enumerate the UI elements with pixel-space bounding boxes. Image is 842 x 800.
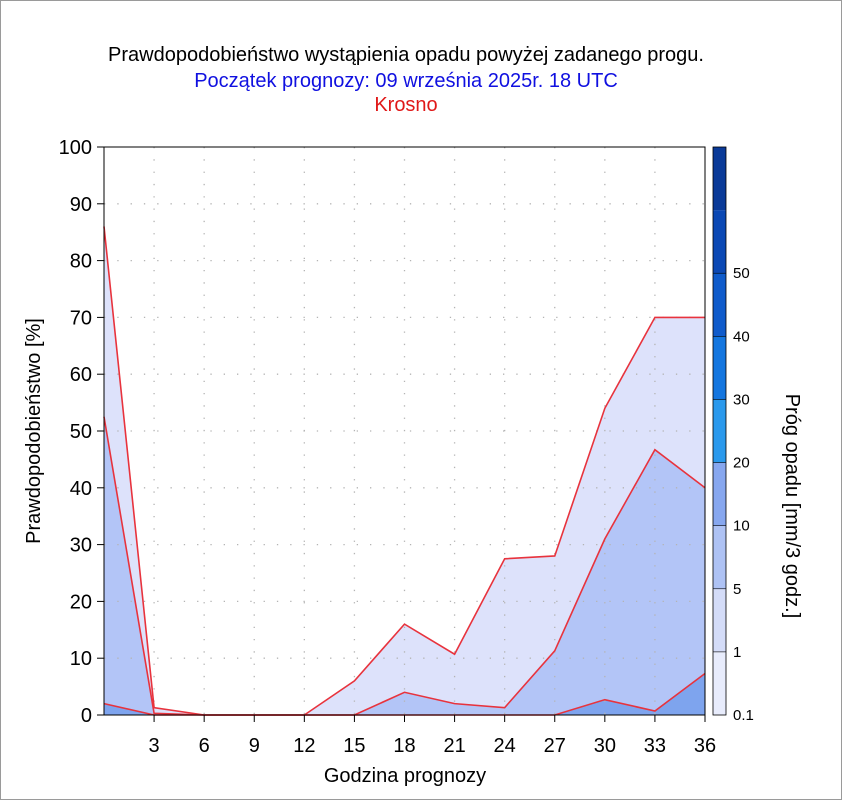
colorbar-tick-label: 1 [733, 644, 741, 661]
colorbar-tick-label: 5 [733, 581, 741, 598]
colorbar-tick-label: 10 [733, 518, 750, 535]
colorbar-tick-label: 20 [733, 455, 750, 472]
y-tick-label: 100 [59, 137, 92, 159]
x-tick-label: 21 [443, 735, 465, 757]
colorbar-segment [713, 462, 726, 526]
colorbar-border [712, 146, 727, 716]
colorbar-segment [713, 399, 726, 463]
x-tick-label: 15 [343, 735, 365, 757]
x-tick-label: 36 [694, 735, 716, 757]
colorbar-segment [713, 525, 726, 589]
y-axis-label: Prawdopodobieństwo [%] [23, 318, 45, 544]
x-tick-label: 18 [393, 735, 415, 757]
chart-title: Prawdopodobieństwo wystąpienia opadu pow… [108, 44, 704, 66]
x-tick-label: 9 [249, 735, 260, 757]
x-tick-label: 24 [494, 735, 516, 757]
colorbar-tick-label: 50 [733, 265, 750, 282]
colorbar-segment [713, 147, 726, 211]
forecast-start-subtitle: Początek prognozy: 09 września 2025r. 18… [194, 70, 618, 92]
y-tick-label: 70 [70, 307, 92, 329]
x-tick-label: 33 [644, 735, 666, 757]
colorbar-tick-label: 30 [733, 391, 750, 408]
x-tick-label: 6 [199, 735, 210, 757]
y-tick-label: 0 [81, 705, 92, 727]
colorbar-segment [713, 651, 726, 715]
y-tick-label: 30 [70, 535, 92, 557]
colorbar-tick-label: 0.1 [733, 707, 754, 724]
y-tick-label: 40 [70, 478, 92, 500]
x-tick-label: 27 [544, 735, 566, 757]
colorbar-segment [713, 336, 726, 400]
y-tick-label: 80 [70, 251, 92, 273]
x-tick-label: 30 [594, 735, 616, 757]
y-tick-label: 10 [70, 648, 92, 670]
y-tick-label: 90 [70, 194, 92, 216]
x-tick-label: 3 [149, 735, 160, 757]
colorbar-segment [713, 273, 726, 337]
y-tick-label: 20 [70, 591, 92, 613]
colorbar-segment [713, 210, 726, 274]
colorbar-segment [713, 588, 726, 652]
y-tick-label: 50 [70, 421, 92, 443]
area-threshold-0_1 [104, 226, 705, 715]
y-tick-label: 60 [70, 364, 92, 386]
location-name: Krosno [374, 94, 438, 116]
colorbar-tick-label: 40 [733, 328, 750, 345]
area-threshold-5 [104, 673, 705, 715]
area-threshold-1 [104, 416, 705, 715]
colorbar-label: Próg opadu [mm/3 godz.] [781, 394, 803, 619]
x-tick-label: 12 [293, 735, 315, 757]
x-axis-label: Godzina prognozy [324, 765, 486, 787]
